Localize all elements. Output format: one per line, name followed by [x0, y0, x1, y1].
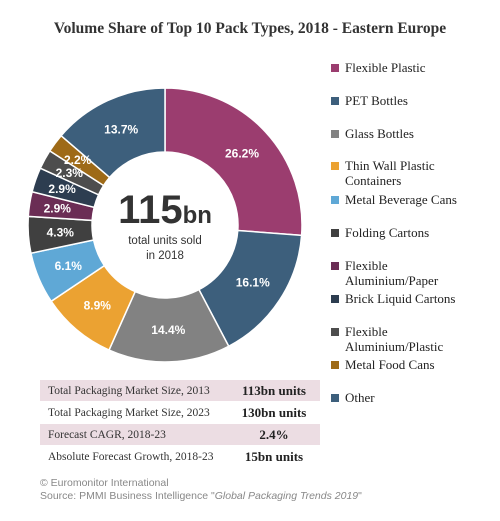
market-stats-table: Total Packaging Market Size, 2013 113bn u…: [40, 380, 320, 468]
source-title: Global Packaging Trends 2019: [214, 490, 359, 502]
legend-label-line: Flexible: [345, 258, 388, 273]
source-prefix: Source: PMMI Business Intelligence ": [40, 490, 215, 502]
legend-label-1: PET Bottles: [345, 93, 408, 108]
legend-item-4: Metal Beverage Cans: [331, 192, 496, 207]
legend-swatch-6: [331, 262, 339, 270]
stat-value: 130bn units: [241, 404, 307, 420]
legend-label-0: Flexible Plastic: [345, 60, 426, 75]
legend-label-line: Thin Wall Plastic: [345, 158, 435, 173]
legend-item-5: Folding Cartons: [331, 225, 496, 240]
stat-label: Absolute Forecast Growth, 2018-23: [48, 450, 214, 463]
stat-label: Forecast CAGR, 2018-23: [48, 428, 166, 441]
center-total-value: 115: [118, 188, 183, 232]
stat-value: 2.4%: [259, 426, 289, 442]
legend-swatch-1: [331, 97, 339, 105]
legend-label-line: Flexible Plastic: [345, 60, 426, 75]
legend-label-5: Folding Cartons: [345, 225, 429, 240]
legend-swatch-10: [331, 394, 339, 402]
legend-label-line: PET Bottles: [345, 93, 408, 108]
stat-label: Total Packaging Market Size, 2013: [48, 384, 210, 397]
legend-label-line: Glass Bottles: [345, 126, 414, 141]
legend-label-line: Containers: [345, 173, 402, 188]
legend-swatch-0: [331, 64, 339, 72]
legend-item-0: Flexible Plastic: [331, 60, 496, 75]
legend-swatch-7: [331, 295, 339, 303]
center-total: 115bn: [118, 188, 212, 232]
stat-row-0: Total Packaging Market Size, 2013 113bn u…: [40, 380, 320, 401]
legend-label-6: Flexible Aluminium/Paper: [345, 258, 438, 288]
legend-label-line: Brick Liquid Cartons: [345, 291, 456, 306]
legend-swatch-2: [331, 130, 339, 138]
legend-item-2: Glass Bottles: [331, 126, 496, 141]
legend-item-6: Flexible Aluminium/Paper: [331, 258, 496, 288]
center-caption-line1: total units sold: [128, 235, 202, 247]
slice-label-10: 13.7%: [104, 123, 138, 137]
stat-row-2: Forecast CAGR, 2018-23 2.4%: [40, 424, 320, 445]
legend-item-8: Flexible Aluminium/Plastic: [331, 324, 496, 354]
stat-value: 15bn units: [244, 448, 304, 464]
center-caption-line2: in 2018: [146, 250, 184, 262]
legend-label-9: Metal Food Cans: [345, 357, 435, 372]
legend-label-8: Flexible Aluminium/Plastic: [345, 324, 443, 354]
source-suffix: ": [358, 490, 362, 502]
legend-item-10: Other: [331, 390, 496, 405]
legend-label-7: Brick Liquid Cartons: [345, 291, 456, 306]
slice-label-7: 2.9%: [48, 182, 76, 196]
legend-swatch-4: [331, 196, 339, 204]
stat-row-1: Total Packaging Market Size, 2023 130bn u…: [40, 402, 320, 423]
legend-swatch-8: [331, 328, 339, 336]
copyright-note: © Euromonitor International: [40, 477, 169, 489]
legend-label-10: Other: [345, 390, 375, 405]
legend-item-7: Brick Liquid Cartons: [331, 291, 496, 306]
stat-value: 113bn units: [242, 382, 306, 398]
legend-label-line: Aluminium/Paper: [345, 273, 439, 288]
slice-label-5: 4.3%: [47, 226, 75, 240]
legend-item-3: Thin Wall Plastic Containers: [331, 158, 496, 188]
legend-label-line: Metal Food Cans: [345, 357, 435, 372]
center-total-unit: bn: [183, 202, 212, 229]
legend-item-9: Metal Food Cans: [331, 357, 496, 372]
legend-swatch-3: [331, 162, 339, 170]
slice-10: [60, 87, 166, 179]
slice-label-1: 16.1%: [236, 276, 270, 290]
slice-labels: 26.2% 16.1% 14.4% 8.9% 6.1% 4.3% 2.9% 2.9% 2.3%2…: [44, 123, 270, 337]
legend-item-1: PET Bottles: [331, 93, 496, 108]
stat-row-3: Absolute Forecast Growth, 2018-23 15bn un…: [40, 446, 320, 467]
legend-swatch-5: [331, 229, 339, 237]
slice-label-3: 8.9%: [84, 298, 112, 312]
slice-label-8: 2.3%: [56, 166, 84, 180]
legend-label-line: Other: [345, 390, 375, 405]
slice-0: [164, 87, 303, 237]
slice-label-6: 2.9%: [44, 201, 72, 215]
legend-label-line: Flexible: [345, 324, 388, 339]
slice-label-4: 6.1%: [55, 259, 83, 273]
legend-label-4: Metal Beverage Cans: [345, 192, 457, 207]
slice-label-9: 2.2%: [64, 153, 92, 167]
legend-label-2: Glass Bottles: [345, 126, 414, 141]
legend-label-line: Folding Cartons: [345, 225, 430, 240]
legend-label-line: Aluminium/Plastic: [345, 339, 444, 354]
donut-slices: [27, 87, 303, 363]
legend-label-line: Metal Beverage Cans: [345, 192, 457, 207]
slice-label-0: 26.2%: [225, 147, 259, 161]
donut-chart: 26.2% 16.1% 14.4% 8.9% 6.1% 4.3% 2.9% 2.9% 2.3%2…: [27, 87, 303, 363]
source-note: Source: PMMI Business Intelligence "Glob…: [40, 490, 362, 502]
stat-label: Total Packaging Market Size, 2023: [48, 406, 210, 419]
legend-swatch-9: [331, 361, 339, 369]
legend-label-3: Thin Wall Plastic Containers: [345, 158, 435, 188]
chart-title: Volume Share of Top 10 Pack Types, 2018 …: [53, 20, 447, 37]
slice-label-2: 14.4%: [151, 323, 185, 337]
